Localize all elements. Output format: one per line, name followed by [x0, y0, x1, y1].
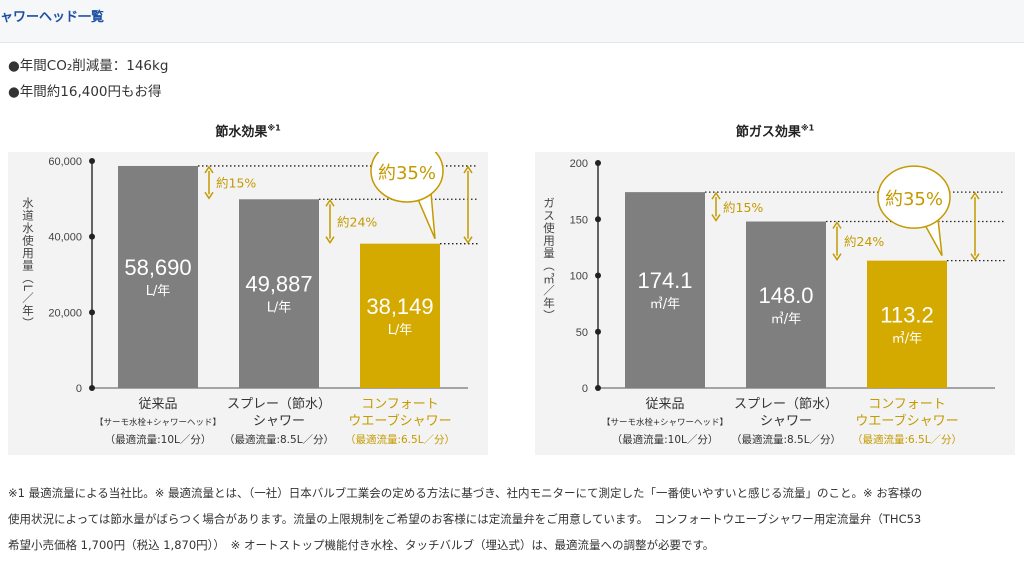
annotation-label-24: 約24% — [337, 214, 377, 229]
cost-bullet: ●年間約16,400円もお得 — [8, 84, 162, 100]
bar-unit-label: ㎥/年 — [892, 331, 922, 346]
y-tick-label: 60,000 — [48, 156, 82, 168]
savings-bullets: ●年間CO₂削減量：146kg ●年間約16,400円もお得 — [8, 55, 168, 107]
annotation-arrow-15-head-bottom — [204, 191, 214, 200]
bar-value-label: 174.1 — [637, 268, 692, 293]
bar-unit-label: L/年 — [388, 323, 413, 338]
y-tick-dot — [595, 272, 601, 279]
annotation-bubble — [877, 165, 951, 229]
annotation-arrow-24-head-top — [325, 198, 335, 207]
y-tick-dot — [89, 158, 95, 164]
category-label-line2: ウエーブシャワー — [348, 413, 451, 429]
bar-value-label: 49,887 — [245, 272, 312, 297]
bar-0 — [625, 192, 705, 388]
y-tick-dot — [595, 385, 601, 391]
category-sublabel: 【サーモ水栓+シャワーヘッド】 — [602, 417, 728, 428]
category-label-line2: シャワー — [253, 414, 305, 429]
y-tick-dot — [89, 233, 95, 240]
annotation-label-35: 約35% — [885, 189, 943, 210]
y-tick-label: 0 — [582, 383, 588, 395]
category-label-line2: ウエーブシャワー — [855, 413, 958, 429]
bar-value-label: 113.2 — [880, 302, 933, 327]
annotation-bubble — [370, 152, 444, 203]
category-label: 従来品 — [138, 397, 177, 412]
co2-bullet: ●年間CO₂削減量：146kg — [8, 58, 169, 74]
y-axis-label: ガス使用量（㎥／年） — [542, 197, 556, 322]
page-title[interactable]: ャワーヘッド一覧 — [0, 10, 105, 25]
category-label: スプレー（節水） — [227, 397, 331, 412]
annotation-label-24: 約24% — [844, 234, 884, 249]
annotation-label-15: 約15% — [216, 176, 256, 191]
water-chart: 節水効果※1 60,000 40,000 20,000 0 水道水使用量（L／年） 58,… — [8, 118, 488, 458]
gas-chart: 節ガス効果※1 200 150 100 50 0 ガス使用量（㎥／年） 174.1 ㎥/年 14… — [535, 118, 1015, 458]
footnote-line: 希望小売価格 1,700円（税込 1,870円）） ※ オートストップ機能付き水… — [8, 538, 715, 552]
y-tick-dot — [595, 328, 601, 335]
annotation-label-15: 約15% — [723, 200, 763, 215]
y-tick-dot — [89, 309, 95, 316]
bar-unit-label: L/年 — [267, 301, 292, 316]
footnote-line: 使用状況によっては節水量がばらつく場合があります。流量の上限規制をご希望のお客様… — [8, 512, 922, 526]
bar-2 — [867, 260, 947, 388]
y-tick-label: 50 — [576, 327, 588, 339]
y-tick-label: 20,000 — [48, 307, 82, 319]
category-flow-label: （最適流量:10L／分） — [105, 433, 212, 446]
y-tick-label: 40,000 — [48, 232, 82, 244]
bar-unit-label: ㎥/年 — [771, 312, 801, 327]
annotation-arrow-15-head-top — [204, 165, 214, 174]
footnote-line: ※1 最適流量による当社比。※ 最適流量とは、（一社）日本バルブ工業会の定める方… — [8, 486, 923, 500]
bar-value-label: 38,149 — [366, 294, 433, 319]
y-tick-label: 100 — [570, 271, 588, 283]
category-sublabel: 【サーモ水栓+シャワーヘッド】 — [95, 417, 221, 428]
annotation-arrow-35-head-top — [970, 191, 980, 200]
annotation-arrow-24-head-top — [832, 221, 842, 229]
category-label: スプレー（節水） — [734, 397, 838, 412]
bar-1 — [239, 199, 319, 388]
category-label: コンフォート — [868, 397, 946, 412]
gas-chart-svg: 200 150 100 50 0 ガス使用量（㎥／年） 174.1 ㎥/年 148.0 ㎥/年 11… — [542, 158, 1005, 446]
bar-1 — [746, 221, 826, 388]
top-bar: ャワーヘッド一覧 — [0, 0, 1024, 43]
y-tick-label: 200 — [570, 158, 588, 170]
annotation-arrow-15-head-bottom — [711, 214, 721, 222]
category-flow-label: （最適流量:8.5L／分） — [731, 433, 841, 446]
y-tick-dot — [595, 216, 601, 223]
annotation-arrow-35-head-bottom — [970, 253, 980, 262]
category-label-line2: シャワー — [760, 414, 812, 429]
y-tick-label: 0 — [76, 383, 82, 395]
annotation-arrow-35-head-bottom — [463, 236, 473, 245]
bar-unit-label: L/年 — [146, 284, 171, 299]
category-label: 従来品 — [645, 397, 684, 412]
annotation-label-35: 約35% — [378, 163, 436, 184]
annotation-arrow-15-head-top — [711, 191, 721, 200]
annotation-arrow-35-head-top — [463, 165, 473, 174]
category-flow-label: （最適流量:6.5L／分） — [345, 433, 455, 446]
y-tick-dot — [595, 160, 601, 166]
bar-value-label: 58,690 — [124, 255, 191, 280]
y-tick-label: 150 — [570, 214, 588, 226]
category-flow-label: （最適流量:6.5L／分） — [852, 433, 962, 446]
bar-unit-label: ㎥/年 — [650, 297, 680, 312]
category-flow-label: （最適流量:8.5L／分） — [224, 433, 334, 446]
y-tick-dot — [89, 385, 95, 391]
y-axis-label: 水道水使用量（L／年） — [21, 197, 35, 329]
bar-2 — [360, 243, 440, 388]
category-flow-label: （最適流量:10L／分） — [612, 433, 719, 446]
water-chart-title: 節水効果※1 — [215, 123, 281, 140]
annotation-arrow-24-head-bottom — [832, 253, 842, 262]
footnotes: ※1 最適流量による当社比。※ 最適流量とは、（一社）日本バルブ工業会の定める方… — [8, 480, 1018, 558]
category-label: コンフォート — [361, 397, 439, 412]
gas-chart-title: 節ガス効果※1 — [735, 123, 815, 140]
annotation-arrow-24-head-bottom — [325, 236, 335, 245]
water-chart-svg: 60,000 40,000 20,000 0 水道水使用量（L／年） 58,690 L/年 4… — [21, 152, 478, 446]
bar-0 — [118, 165, 198, 388]
bar-value-label: 148.0 — [758, 283, 813, 308]
